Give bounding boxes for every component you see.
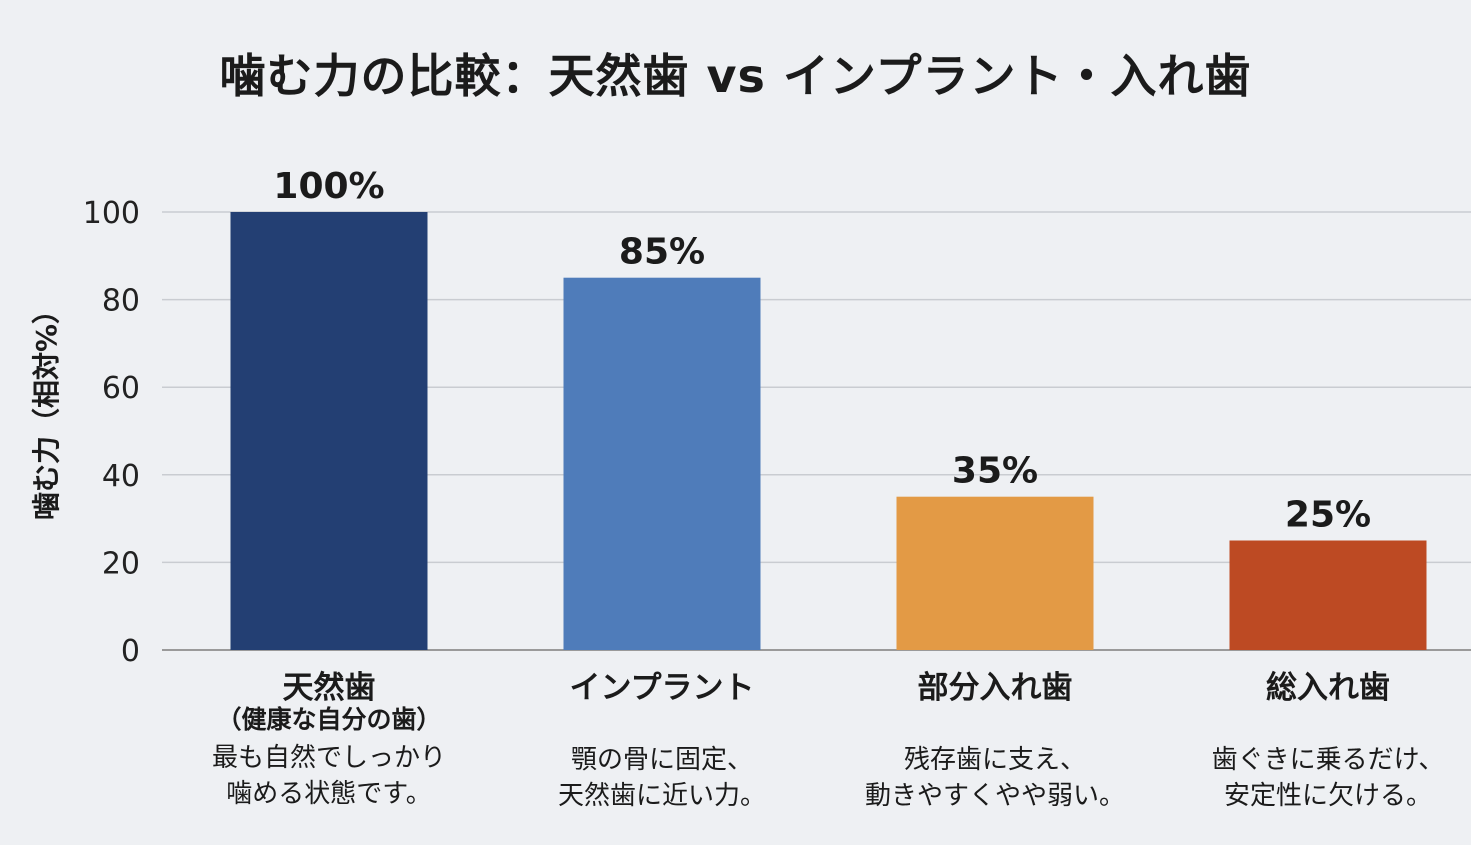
value-labels: 100% 85% 35% 25%: [273, 166, 1371, 536]
category-description: 顎の骨に固定、 天然歯に近い力。: [497, 742, 827, 814]
bars: [230, 212, 1427, 650]
description-line: 動きやすくやや弱い。: [864, 781, 1125, 811]
description-line: 安定性に欠ける。: [1223, 781, 1432, 811]
y-axis-label: 噛む力（相対%）: [30, 296, 63, 520]
category-label-1: インプラント顎の骨に固定、 天然歯に近い力。: [497, 668, 827, 814]
description-line: 最も自然でしっかり: [211, 743, 446, 773]
y-axis-ticks: 0 20 40 60 80 100: [83, 196, 140, 669]
category-label-2: 部分入れ歯残存歯に支え、動きやすくやや弱い。: [830, 668, 1160, 814]
category-description: 歯ぐきに乗るだけ、 安定性に欠ける。: [1163, 742, 1471, 814]
chart-title: 噛む力の比較：天然歯 vs インプラント・入れ歯: [219, 49, 1252, 103]
y-tick-label: 20: [102, 546, 140, 581]
category-name: 総入れ歯: [1266, 670, 1390, 706]
value-label-3: 25%: [1285, 495, 1371, 536]
y-tick-label: 40: [102, 459, 140, 494]
y-tick-label: 80: [102, 284, 140, 319]
bar-3: [1229, 540, 1427, 650]
y-tick-label: 0: [121, 634, 140, 669]
description-line: 歯ぐきに乗るだけ、: [1211, 745, 1445, 775]
category-name: 部分入れ歯: [917, 670, 1073, 706]
bar-0: [230, 212, 428, 650]
bar-1: [563, 277, 761, 650]
y-tick-label: 100: [83, 196, 140, 231]
description-line: 噛める状態です。: [226, 779, 432, 809]
value-label-2: 35%: [952, 451, 1038, 492]
description-line: 残存歯に支え、: [903, 745, 1086, 775]
category-label-3: 総入れ歯歯ぐきに乗るだけ、 安定性に欠ける。: [1163, 668, 1471, 814]
y-tick-label: 60: [102, 371, 140, 406]
category-description: 最も自然でしっかり 噛める状態です。: [164, 740, 494, 812]
description-line: 顎の骨に固定、: [570, 745, 753, 775]
category-subtitle: （健康な自分の歯）: [216, 705, 442, 734]
category-label-0: 天然歯 （健康な自分の歯） 最も自然でしっかり 噛める状態です。: [164, 668, 494, 812]
value-label-0: 100%: [273, 166, 384, 207]
description-line: 天然歯に近い力。: [557, 781, 766, 811]
category-name: 天然歯: [282, 670, 376, 706]
category-name: インプラント: [569, 670, 755, 706]
category-description: 残存歯に支え、動きやすくやや弱い。: [830, 742, 1160, 814]
bar-2: [896, 496, 1094, 650]
value-label-1: 85%: [619, 232, 705, 273]
